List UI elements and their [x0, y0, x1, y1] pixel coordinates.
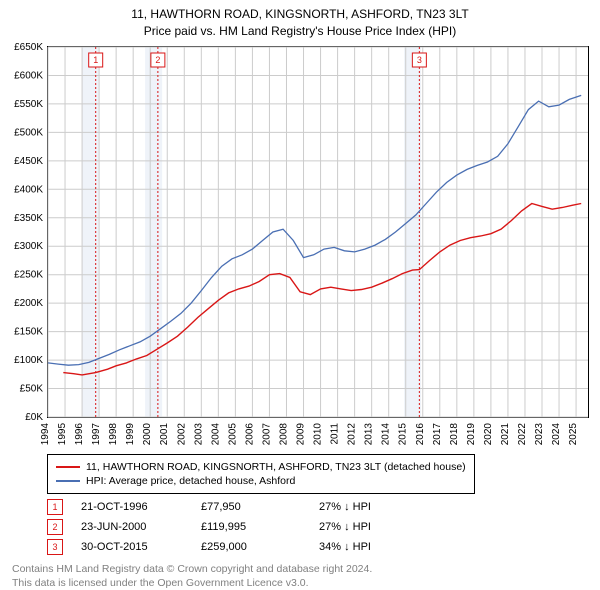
y-tick-label: £350K: [14, 213, 43, 224]
y-tick-label: £300K: [14, 241, 43, 252]
legend-item: HPI: Average price, detached house, Ashf…: [56, 474, 466, 488]
sale-marker-badge: 1: [47, 499, 63, 515]
sale-date: 21-OCT-1996: [81, 501, 201, 513]
x-tick-label: 2012: [347, 423, 358, 446]
chart-title: 11, HAWTHORN ROAD, KINGSNORTH, ASHFORD, …: [0, 0, 600, 40]
sale-marker-badge: 2: [47, 519, 63, 535]
legend-swatch: [56, 480, 80, 482]
sale-delta: 34% ↓ HPI: [319, 541, 429, 553]
sale-date: 23-JUN-2000: [81, 521, 201, 533]
y-tick-label: £600K: [14, 70, 43, 81]
x-tick-label: 2003: [193, 423, 204, 446]
y-tick-label: £450K: [14, 156, 43, 167]
footer-line-1: Contains HM Land Registry data © Crown c…: [12, 562, 372, 576]
x-tick-label: 2016: [415, 423, 426, 446]
x-tick-label: 1996: [74, 423, 85, 446]
sale-delta: 27% ↓ HPI: [319, 521, 429, 533]
x-tick-label: 2019: [466, 423, 477, 446]
series-property: [63, 204, 581, 375]
footer-line-2: This data is licensed under the Open Gov…: [12, 576, 372, 590]
sales-table: 1 21-OCT-1996£77,95027% ↓ HPI 2 23-JUN-2000…: [47, 497, 429, 557]
x-tick-label: 2001: [159, 423, 170, 446]
svg-text:2: 2: [155, 55, 160, 65]
sale-row: 1 21-OCT-1996£77,95027% ↓ HPI: [47, 497, 429, 517]
sale-row: 2 23-JUN-2000£119,99527% ↓ HPI: [47, 517, 429, 537]
x-tick-label: 2005: [227, 423, 238, 446]
x-tick-label: 2020: [483, 423, 494, 446]
x-tick-label: 2010: [313, 423, 324, 446]
y-tick-label: £250K: [14, 270, 43, 281]
x-tick-label: 2002: [176, 423, 187, 446]
x-tick-label: 2022: [517, 423, 528, 446]
price-chart: £0K£50K£100K£150K£200K£250K£300K£350K£40…: [47, 46, 589, 418]
x-tick-label: 2006: [244, 423, 255, 446]
chart-legend: 11, HAWTHORN ROAD, KINGSNORTH, ASHFORD, …: [47, 454, 475, 494]
x-tick-label: 1997: [91, 423, 102, 446]
x-tick-label: 2024: [551, 423, 562, 446]
title-line-1: 11, HAWTHORN ROAD, KINGSNORTH, ASHFORD, …: [0, 6, 600, 23]
x-tick-label: 2014: [381, 423, 392, 446]
x-tick-label: 2025: [568, 423, 579, 446]
x-tick-label: 2011: [330, 423, 341, 445]
x-tick-label: 1998: [108, 423, 119, 446]
sale-date: 30-OCT-2015: [81, 541, 201, 553]
y-tick-label: £100K: [14, 355, 43, 366]
x-tick-label: 1995: [57, 423, 68, 446]
x-tick-label: 2008: [278, 423, 289, 446]
y-tick-label: £650K: [14, 42, 43, 53]
y-tick-label: £400K: [14, 184, 43, 195]
x-tick-label: 2023: [534, 423, 545, 446]
sale-price: £259,000: [201, 541, 319, 553]
sale-marker-badge: 3: [47, 539, 63, 555]
x-tick-label: 2004: [210, 423, 221, 446]
legend-swatch: [56, 466, 80, 468]
title-line-2: Price paid vs. HM Land Registry's House …: [0, 23, 600, 40]
sale-price: £119,995: [201, 521, 319, 533]
series-hpi: [48, 95, 581, 365]
attribution-footer: Contains HM Land Registry data © Crown c…: [12, 562, 372, 590]
x-tick-label: 1999: [125, 423, 136, 446]
svg-text:1: 1: [93, 55, 98, 65]
y-tick-label: £50K: [20, 384, 44, 395]
legend-label: 11, HAWTHORN ROAD, KINGSNORTH, ASHFORD, …: [86, 461, 466, 473]
x-tick-label: 2009: [296, 423, 307, 446]
y-tick-label: £550K: [14, 99, 43, 110]
x-tick-label: 2021: [500, 423, 511, 446]
x-tick-label: 2013: [364, 423, 375, 446]
y-tick-label: £150K: [14, 327, 43, 338]
svg-text:3: 3: [417, 55, 422, 65]
sale-delta: 27% ↓ HPI: [319, 501, 429, 513]
legend-label: HPI: Average price, detached house, Ashf…: [86, 475, 295, 487]
x-tick-label: 2007: [261, 423, 272, 446]
y-tick-label: £200K: [14, 298, 43, 309]
x-tick-label: 2018: [449, 423, 460, 446]
x-tick-label: 2000: [142, 423, 153, 446]
legend-item: 11, HAWTHORN ROAD, KINGSNORTH, ASHFORD, …: [56, 460, 466, 474]
x-tick-label: 2015: [398, 423, 409, 446]
y-tick-label: £500K: [14, 127, 43, 138]
sale-row: 3 30-OCT-2015£259,00034% ↓ HPI: [47, 537, 429, 557]
y-tick-label: £0K: [25, 412, 43, 423]
sale-price: £77,950: [201, 501, 319, 513]
x-tick-label: 1994: [40, 423, 51, 446]
x-tick-label: 2017: [432, 423, 443, 446]
